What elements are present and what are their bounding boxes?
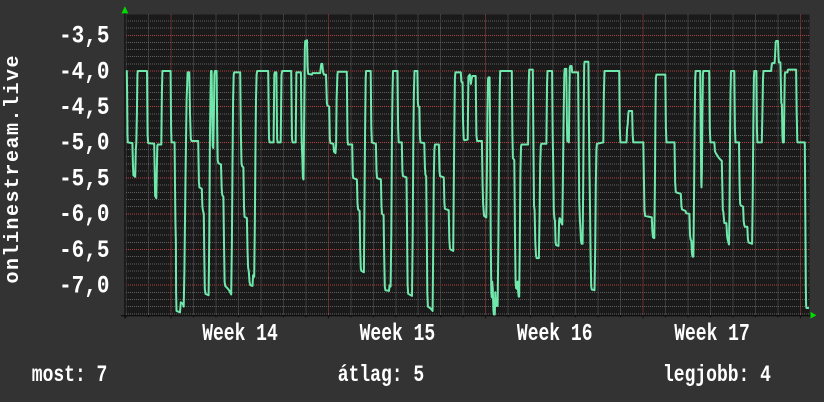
svg-text:-4,5: -4,5 xyxy=(59,93,109,121)
svg-text:Week 16: Week 16 xyxy=(517,321,593,348)
svg-text:-4,0: -4,0 xyxy=(59,58,109,86)
svg-text:legjobb: 4: legjobb: 4 xyxy=(663,363,771,389)
svg-text:most: 7: most: 7 xyxy=(32,363,108,389)
svg-text:onlinestream.live: onlinestream.live xyxy=(2,54,25,284)
svg-text:-6,5: -6,5 xyxy=(59,236,109,264)
svg-text:átlag: 5: átlag: 5 xyxy=(338,363,424,389)
svg-text:Week 14: Week 14 xyxy=(202,321,278,348)
svg-text:-5,5: -5,5 xyxy=(59,165,109,193)
svg-text:-6,0: -6,0 xyxy=(59,200,109,228)
svg-text:Week 15: Week 15 xyxy=(360,321,436,348)
svg-text:-3,5: -3,5 xyxy=(59,22,109,50)
svg-text:-5,0: -5,0 xyxy=(59,129,109,157)
svg-text:-7,0: -7,0 xyxy=(59,272,109,300)
svg-text:Week 17: Week 17 xyxy=(674,321,750,348)
